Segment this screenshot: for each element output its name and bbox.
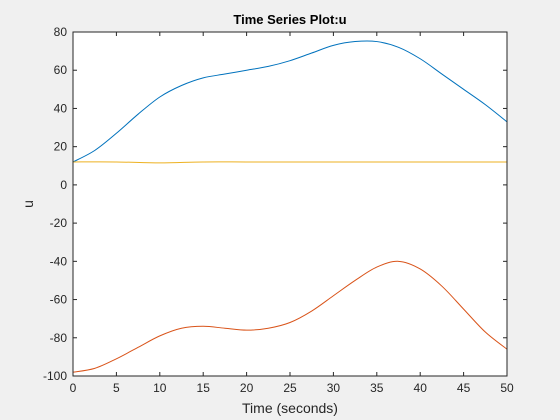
y-tick-label: 60 bbox=[54, 63, 68, 77]
y-tick-label: 80 bbox=[54, 25, 68, 39]
y-tick-label: 0 bbox=[60, 178, 67, 192]
y-tick-label: 20 bbox=[54, 140, 68, 154]
x-tick-label: 15 bbox=[197, 381, 211, 395]
y-axis-label: u bbox=[20, 200, 36, 208]
y-tick-label: -100 bbox=[43, 369, 67, 383]
series-layer bbox=[72, 40, 508, 373]
y-tick-label: -40 bbox=[50, 254, 68, 268]
series-line-3 bbox=[72, 161, 507, 164]
plot-area bbox=[73, 32, 507, 376]
y-tick-label: 40 bbox=[54, 101, 68, 115]
y-ticks: -100 -80 -60 -40 -20 0 20 40 60 80 bbox=[43, 25, 507, 383]
y-tick-label: -20 bbox=[50, 216, 68, 230]
x-tick-label: 10 bbox=[153, 381, 167, 395]
x-tick-label: 40 bbox=[414, 381, 428, 395]
x-tick-label: 5 bbox=[113, 381, 120, 395]
x-tick-label: 25 bbox=[283, 381, 297, 395]
x-axis-label: Time (seconds) bbox=[242, 400, 338, 416]
x-tick-label: 0 bbox=[70, 381, 77, 395]
x-ticks: 0 5 10 15 20 25 30 35 40 45 50 bbox=[70, 32, 514, 395]
series-line-1 bbox=[72, 40, 508, 163]
y-tick-label: -80 bbox=[50, 331, 68, 345]
x-tick-label: 35 bbox=[370, 381, 384, 395]
y-tick-label: -60 bbox=[50, 293, 68, 307]
x-tick-label: 45 bbox=[457, 381, 471, 395]
series-line-2 bbox=[72, 260, 508, 373]
x-tick-label: 30 bbox=[327, 381, 341, 395]
x-tick-label: 20 bbox=[240, 381, 254, 395]
chart-title: Time Series Plot:u bbox=[233, 12, 346, 27]
x-tick-label: 50 bbox=[500, 381, 514, 395]
